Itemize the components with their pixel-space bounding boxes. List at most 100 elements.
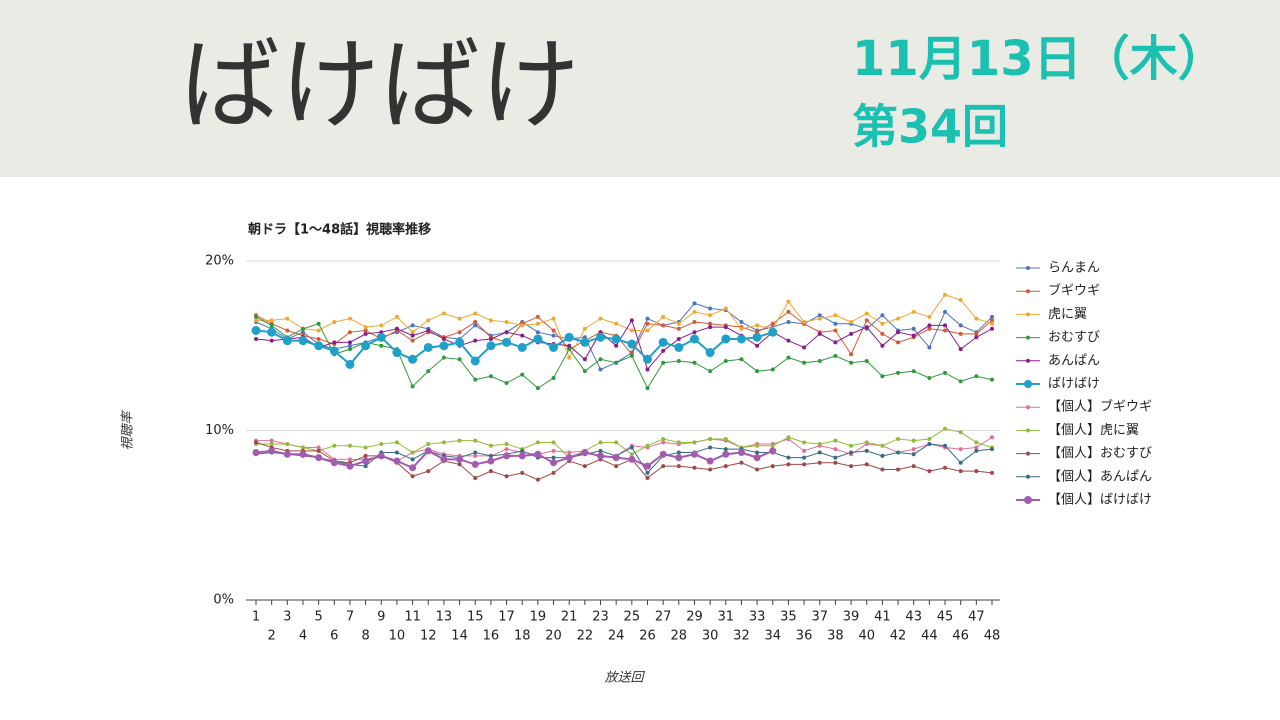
data-point <box>974 316 979 321</box>
data-point <box>410 330 415 335</box>
x-tick-label: 48 <box>984 629 1001 644</box>
series-line <box>255 449 774 469</box>
data-point <box>473 320 478 325</box>
x-tick-label: 11 <box>404 610 421 625</box>
x-tick-label: 19 <box>530 610 547 625</box>
data-point <box>943 443 948 448</box>
data-point <box>642 354 652 364</box>
legend-label: 【個人】あんぱん <box>1048 469 1152 484</box>
y-tick-label: 10% <box>205 423 234 438</box>
data-point <box>755 369 760 374</box>
data-point <box>377 452 385 460</box>
data-point <box>880 374 885 379</box>
data-point <box>676 440 681 445</box>
data-point <box>943 465 948 470</box>
data-point <box>488 469 493 474</box>
data-point <box>283 450 291 458</box>
data-point <box>958 331 963 336</box>
data-point <box>645 443 650 448</box>
data-point <box>645 316 650 321</box>
series-line <box>256 294 993 359</box>
data-point <box>802 320 807 325</box>
x-tick-label: 10 <box>389 629 406 644</box>
data-point <box>723 436 728 441</box>
data-point <box>347 443 352 448</box>
data-point <box>943 292 948 297</box>
legend-label: らんまん <box>1048 261 1100 276</box>
data-point <box>755 323 760 328</box>
data-point <box>755 443 760 448</box>
data-point <box>723 325 728 330</box>
series-line <box>255 329 774 366</box>
data-point <box>723 464 728 469</box>
x-axis-label: 放送回 <box>604 671 645 686</box>
data-point <box>363 331 368 336</box>
data-point <box>285 328 290 333</box>
data-point <box>534 450 542 458</box>
data-point <box>708 306 713 311</box>
x-tick-label: 29 <box>686 610 703 625</box>
data-point <box>817 331 822 336</box>
data-point <box>974 335 979 340</box>
data-point <box>739 320 744 325</box>
data-point <box>567 450 572 455</box>
data-point <box>346 462 354 470</box>
data-point <box>614 343 619 348</box>
data-point <box>753 454 761 462</box>
data-point <box>927 326 932 331</box>
data-point <box>676 359 681 364</box>
legend-marker <box>1024 496 1032 504</box>
data-point <box>347 316 352 321</box>
data-point <box>424 447 432 455</box>
x-tick-label: 46 <box>952 629 969 644</box>
data-point <box>520 372 525 377</box>
data-point <box>362 457 370 465</box>
data-point <box>410 338 415 343</box>
legend-label: 【個人】おむすび <box>1048 446 1152 461</box>
data-point <box>911 333 916 338</box>
data-point <box>473 377 478 382</box>
data-point <box>927 442 932 447</box>
data-point <box>786 320 791 325</box>
data-point <box>675 454 683 462</box>
data-point <box>911 464 916 469</box>
data-point <box>739 326 744 331</box>
data-point <box>661 464 666 469</box>
data-point <box>504 447 509 452</box>
data-point <box>347 340 352 345</box>
x-tick-label: 4 <box>299 629 307 644</box>
legend-marker <box>1026 474 1030 479</box>
data-point <box>864 318 869 323</box>
data-point <box>316 321 321 326</box>
x-tick-label: 9 <box>377 610 385 625</box>
data-point <box>598 440 603 445</box>
data-point <box>457 438 462 443</box>
data-point <box>551 470 556 475</box>
x-tick-label: 40 <box>858 629 875 644</box>
data-point <box>314 341 324 351</box>
legend-label: あんぱん <box>1048 353 1100 368</box>
data-point <box>567 347 572 352</box>
data-point <box>254 336 258 341</box>
x-tick-label: 18 <box>514 629 531 644</box>
data-point <box>441 355 446 360</box>
data-point <box>990 326 994 331</box>
data-point <box>958 379 963 384</box>
x-tick-label: 42 <box>890 629 907 644</box>
legend-marker <box>1026 358 1030 363</box>
data-point <box>645 367 650 372</box>
x-tick-label: 3 <box>283 610 291 625</box>
data-point <box>410 457 415 462</box>
data-point <box>551 448 556 453</box>
data-point <box>786 455 791 460</box>
data-point <box>473 450 478 455</box>
data-point <box>285 316 290 321</box>
data-point <box>692 465 697 470</box>
data-point <box>629 318 634 323</box>
data-point <box>849 320 854 325</box>
data-point <box>689 334 699 344</box>
data-point <box>990 321 994 326</box>
data-point <box>441 440 446 445</box>
data-point <box>990 435 994 440</box>
data-point <box>473 475 478 480</box>
